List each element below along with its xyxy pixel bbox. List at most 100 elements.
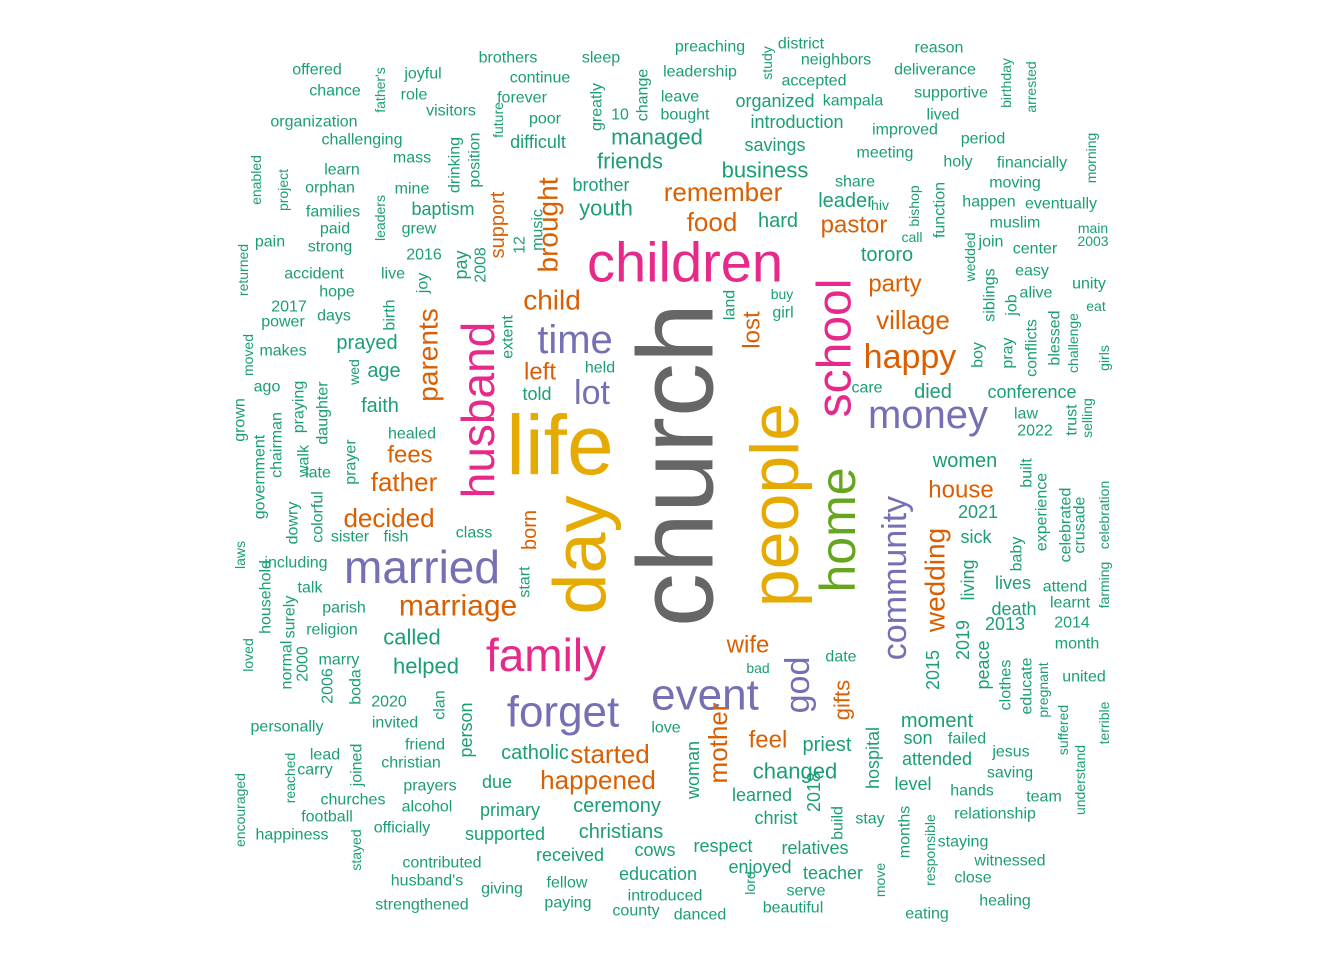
word: christians [579,821,663,843]
word: daughter [315,381,332,445]
word: village [876,305,950,335]
word: farming [1096,562,1112,609]
word: healed [388,426,436,443]
word: celebration [1096,481,1112,550]
word: challenge [1065,313,1081,373]
word: sister [331,529,370,546]
word: saving [987,765,1033,782]
word: supportive [914,85,988,102]
word: clan [432,690,449,719]
word: alive [1020,285,1053,302]
word: marry [319,652,360,669]
word: people [737,403,813,607]
word: 12 [512,236,529,254]
word: study [759,46,775,79]
word: days [317,308,351,325]
word: serve [786,883,825,900]
word: leaders [372,195,388,241]
word: team [1026,789,1062,806]
word: mother [703,702,733,783]
word: woman [683,741,703,800]
word: girl [772,305,793,322]
word: kampala [823,93,884,110]
word: unity [1072,276,1106,293]
word: month [1055,636,1099,653]
word: fellow [547,875,588,892]
word: surely [282,596,299,639]
word: makes [259,343,306,360]
word: 2014 [1054,615,1090,632]
word: reason [915,40,964,57]
word: class [456,525,492,542]
word: clothes [998,660,1015,711]
word: supported [465,824,545,844]
word: pain [255,234,285,251]
word: terrible [1096,701,1112,744]
word: boda [348,669,365,705]
word: holy [943,154,972,171]
word: mine [395,181,430,198]
word: 10 [611,107,629,124]
word: families [306,204,360,221]
word: hope [319,284,355,301]
word: conference [987,382,1076,402]
word: meeting [857,145,914,162]
word: extent [500,315,517,359]
word: educate [1019,657,1036,714]
word: 2015 [923,650,943,690]
word: built [1019,458,1036,488]
word: education [619,864,697,884]
word: eating [905,906,949,923]
word: paid [320,221,350,238]
word: loved [240,638,256,671]
word: learnt [1050,595,1091,612]
word: contributed [402,855,481,872]
word: county [612,903,659,920]
word: cows [634,840,675,860]
word: children [587,231,783,294]
word: attended [902,749,972,769]
word: preaching [675,39,745,56]
word: husband [452,322,504,499]
word: 2006 [320,668,337,704]
word: 2013 [985,614,1025,634]
word: center [1013,241,1058,258]
word: age [367,360,400,382]
word: birthday [998,58,1014,108]
word: beautiful [763,900,824,917]
word: friends [597,149,663,174]
word: invited [372,715,418,732]
word: told [522,384,551,404]
word: 2018 [804,772,824,812]
word: muslim [990,215,1041,232]
word: fees [387,442,432,469]
word: friend [405,737,445,754]
word: hands [950,783,994,800]
word: hard [758,210,798,232]
word: ago [254,379,281,396]
word: remember [664,177,783,207]
word: god [779,657,817,714]
word: siblings [982,268,999,321]
word: learn [324,162,360,179]
word: job [1004,294,1021,316]
word: prayed [336,332,397,354]
word: witnessed [973,853,1045,870]
word: alcohol [402,799,453,816]
word: enjoyed [728,857,791,877]
word: pray [1000,337,1017,368]
word: introduction [750,112,843,132]
word: moving [989,175,1041,192]
word: normal [279,641,296,690]
word: dowry [285,502,302,545]
word: accepted [782,73,847,90]
word: role [401,87,428,104]
word: child [523,285,581,316]
word: parents [413,308,444,401]
word: deliverance [894,62,976,79]
word: function [932,182,949,238]
word: organization [270,114,357,131]
word: returned [235,244,251,296]
word: 2000 [295,646,312,682]
word: baptism [411,199,474,219]
